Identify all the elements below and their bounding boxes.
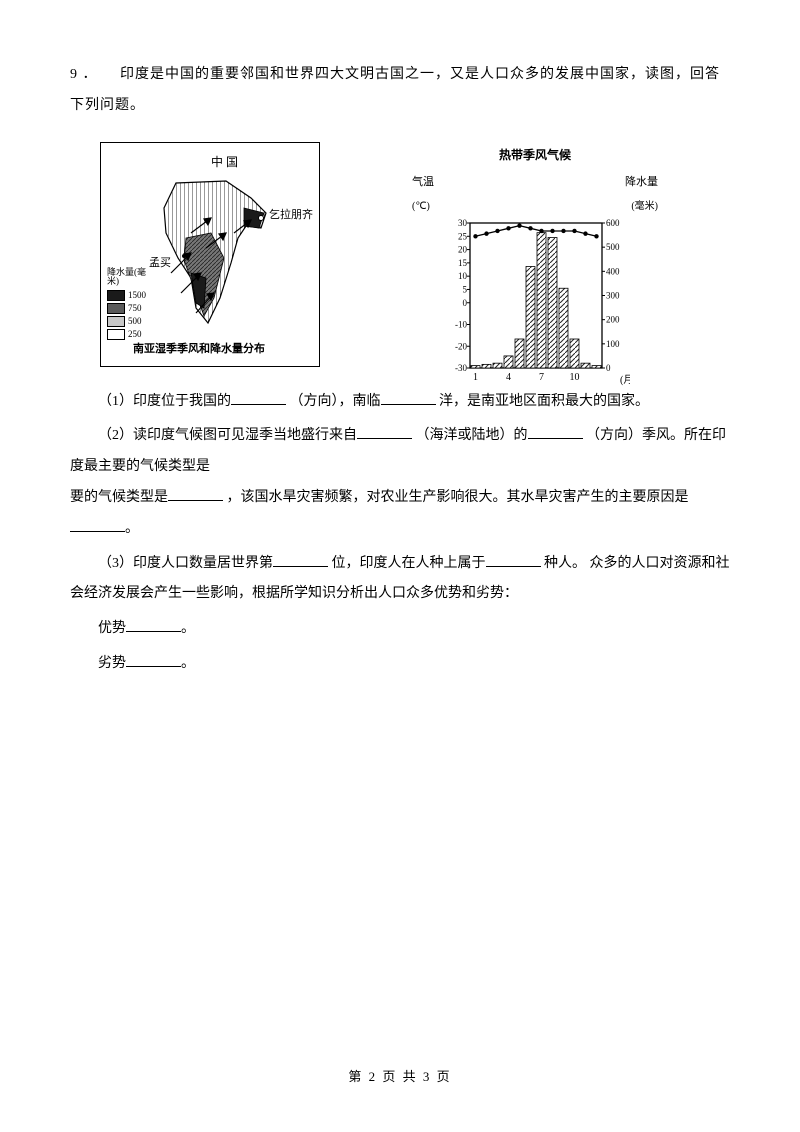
svg-text:4: 4 [506,372,511,383]
map-caption: 南亚湿季季风和降水量分布 [133,337,265,361]
map-legend: 降水量(毫米) 1500 750 500 250 [107,268,149,342]
svg-text:7: 7 [539,372,544,383]
blank [528,424,583,439]
separator: ． [83,67,98,82]
svg-text:300: 300 [606,291,620,301]
blank [126,617,181,632]
sub-question-3-dis: 劣势。 [70,649,730,680]
svg-text:400: 400 [606,267,620,277]
map-china-label: 中 国 [211,149,238,175]
sub-question-3-adv: 优势。 [70,614,730,645]
svg-text:15: 15 [458,258,468,268]
svg-text:10: 10 [458,272,468,282]
svg-text:-10: -10 [455,320,467,330]
svg-text:200: 200 [606,315,620,325]
svg-text:0: 0 [606,363,611,373]
question-intro: 印度是中国的重要邻国和世界四大文明古国之一，又是人口众多的发展中国家，读图，回答… [70,67,720,113]
chart-svg: 30 25 20 15 10 5 0 -10 -20 -30 0 100 200 300 400 500 60… [440,218,630,388]
blank [357,424,412,439]
india-outline-svg [156,178,276,328]
sub-question-3: （3）印度人口数量居世界第 位，印度人在人种上属于 种人。 众多的人口对资源和社… [70,549,730,611]
svg-text:500: 500 [606,243,620,253]
svg-text:-30: -30 [455,363,467,373]
legend-title: 降水量(毫米) [107,268,149,288]
blank [381,389,436,404]
svg-text:1: 1 [473,372,478,383]
svg-text:600: 600 [606,218,620,228]
svg-text:-20: -20 [455,342,467,352]
svg-text:30: 30 [458,218,468,228]
chart-axis-labels: 气温(℃) 降水量(毫米) [410,170,660,218]
blank [231,389,286,404]
svg-text:25: 25 [458,232,468,242]
svg-text:0: 0 [463,298,468,308]
blank [126,652,181,667]
page-footer: 第 2 页 共 3 页 [0,1063,800,1092]
question-number: 9 [70,67,78,82]
svg-text:5: 5 [463,285,468,295]
climate-chart-figure: 热带季风气候 气温(℃) 降水量(毫米) 302520151050-10-20-… [410,142,660,367]
sub-question-2-cont: 要的气候类型是 ，该国水旱灾害频繁，对农业生产影响很大。其水旱灾害产生的主要原因… [70,483,730,514]
sub-question-1: （1）印度位于我国的 （方向），南临 洋，是南亚地区面积最大的国家。 [70,387,730,418]
svg-text:20: 20 [458,245,468,255]
figures-row: 中 国 乞拉朋齐 孟买 [100,142,730,367]
blank [168,486,223,501]
chart-plot: 30 25 20 15 10 5 0 -10 -20 -30 0 100 200 300 400 500 60… [440,218,630,388]
blank [486,551,541,566]
india-map-figure: 中 国 乞拉朋齐 孟买 [100,142,320,367]
blank [70,516,125,531]
sub-question-2: （2）读印度气候图可见湿季当地盛行来自 （海洋或陆地）的 （方向）季风。所在印度… [70,421,730,483]
question-header: 9 ． 印度是中国的重要邻国和世界四大文明古国之一，又是人口众多的发展中国家，读… [70,60,730,122]
svg-text:(月): (月) [620,374,630,386]
blank [273,551,328,566]
svg-text:10: 10 [570,372,580,383]
chart-title: 热带季风气候 [410,142,660,168]
sub-question-2-end: 。 [70,514,730,545]
svg-text:100: 100 [606,339,620,349]
